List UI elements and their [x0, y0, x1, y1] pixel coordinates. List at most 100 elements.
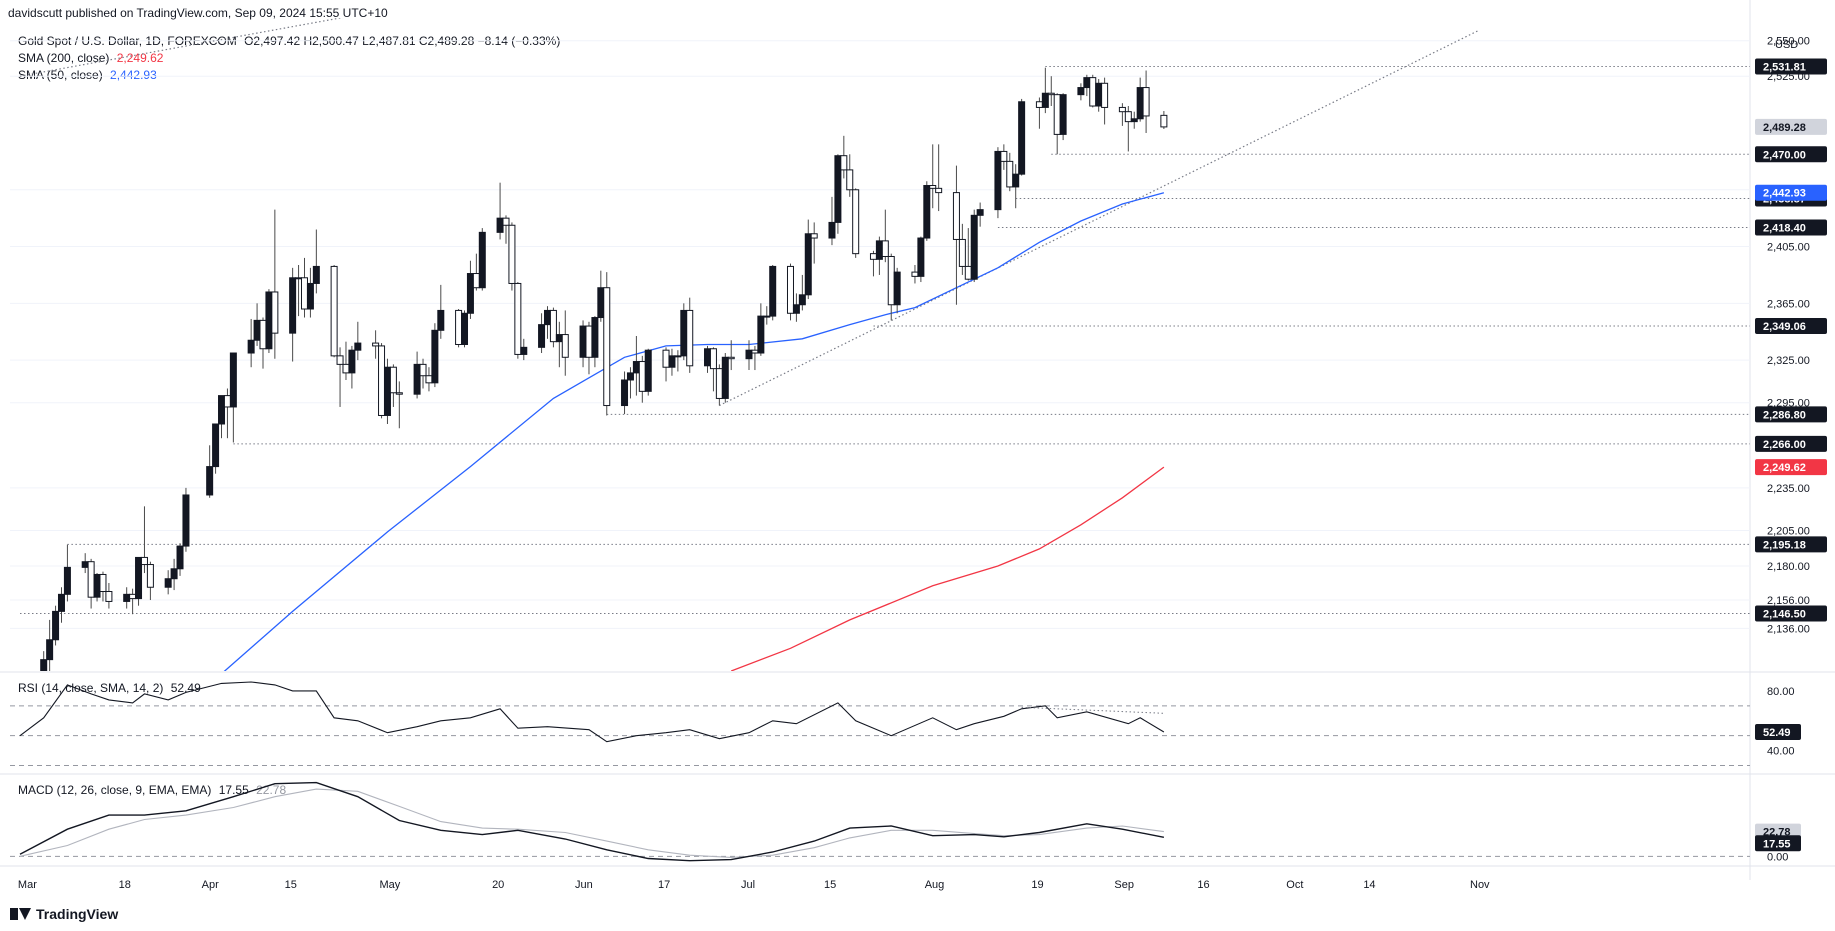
candle-body — [389, 366, 397, 394]
candle — [348, 345, 356, 389]
candle — [881, 209, 889, 263]
candle — [247, 318, 255, 368]
rsi-axis-label-bg — [1755, 723, 1801, 740]
candle-body — [555, 334, 563, 343]
candle-body — [206, 466, 214, 496]
candle-body — [1035, 101, 1043, 108]
candle-body — [757, 315, 765, 354]
price-axis-label-bg — [1755, 317, 1827, 334]
candle-body — [265, 291, 273, 350]
candle-body — [923, 185, 931, 239]
candle — [680, 303, 688, 361]
candle — [455, 309, 463, 348]
candle-body — [709, 348, 717, 370]
candle-body — [306, 282, 314, 310]
candle — [170, 558, 178, 591]
brand-label: TradingView — [36, 906, 119, 922]
candle-body — [229, 352, 237, 408]
candle-body — [520, 346, 528, 355]
candle — [668, 348, 676, 376]
candle — [638, 355, 646, 403]
rsi-line — [19, 681, 1165, 743]
candle-body — [383, 366, 391, 416]
candle-body — [1124, 111, 1132, 123]
candle — [603, 272, 611, 416]
candle — [958, 223, 966, 275]
macd-value: 17.55 — [218, 783, 249, 797]
candle-body — [259, 319, 267, 350]
candle-body — [164, 578, 172, 588]
candle-body — [478, 231, 486, 289]
candle-body — [751, 349, 759, 354]
candle — [757, 303, 765, 356]
candle — [792, 293, 800, 322]
candle — [164, 570, 172, 595]
candle-body — [917, 237, 925, 277]
candle — [798, 274, 806, 311]
candle-body — [472, 273, 480, 289]
candle-body — [81, 561, 89, 568]
candle — [715, 364, 723, 406]
candle-body — [312, 265, 320, 284]
candle — [543, 306, 551, 339]
candle — [52, 605, 60, 646]
candle-body — [1012, 173, 1020, 188]
candle — [1118, 103, 1126, 126]
candle-body — [425, 375, 433, 384]
candle — [514, 282, 522, 359]
candle-body — [419, 363, 427, 377]
price-tick-label: 2,405.00 — [1767, 242, 1810, 254]
price-axis-label-bg — [1755, 605, 1827, 622]
time-axis-label: Jul — [741, 879, 755, 891]
trendline — [719, 30, 1479, 407]
candle-body — [638, 361, 646, 392]
candle — [57, 587, 65, 623]
candle — [123, 587, 131, 609]
candle-body — [893, 271, 901, 306]
price-axis-label: 2,531.81 — [1763, 62, 1806, 74]
candle-body — [502, 217, 510, 226]
rsi-axis-label: 52.49 — [1763, 727, 1791, 739]
candle-body — [140, 556, 148, 566]
candle-body — [437, 309, 445, 331]
candle — [223, 388, 231, 439]
candle-body — [1095, 82, 1103, 107]
candle-body — [952, 192, 960, 240]
candle-body — [804, 233, 812, 296]
time-axis-label: 14 — [1363, 879, 1375, 891]
time-axis-label: 20 — [492, 879, 504, 891]
candle-body — [964, 265, 972, 280]
sma50-label: SMA (50, close) — [18, 68, 103, 82]
candle-body — [466, 273, 474, 314]
candle — [336, 347, 344, 407]
candle — [834, 154, 842, 234]
candle-body — [875, 240, 883, 260]
candle-body — [342, 363, 350, 374]
candle — [295, 265, 303, 317]
candle — [1053, 93, 1061, 155]
macd-tick-label: 0.00 — [1767, 851, 1788, 863]
candle-body — [976, 209, 984, 216]
candle — [561, 310, 569, 376]
candle — [727, 340, 735, 371]
candle — [265, 289, 273, 354]
candle-body — [935, 187, 943, 194]
candle — [413, 351, 421, 399]
candle-body — [253, 319, 261, 341]
candle — [952, 165, 960, 305]
candle — [869, 250, 877, 277]
candle-body — [970, 214, 978, 280]
macd-label: MACD (12, 26, close, 9, EMA, EMA) — [18, 783, 212, 797]
macd-legend: MACD (12, 26, close, 9, EMA, EMA) 17.55 … — [18, 783, 286, 797]
price-axis-label-bg — [1755, 459, 1827, 476]
price-tick-label: 2,325.00 — [1767, 355, 1810, 367]
candle-body — [644, 349, 652, 392]
rsi-trendline — [1021, 706, 1164, 714]
signal-value: 22.78 — [256, 783, 287, 797]
price-axis-label-bg — [1755, 435, 1827, 452]
candle — [93, 573, 101, 602]
candle — [852, 188, 860, 258]
candle — [330, 265, 338, 358]
candle — [1160, 111, 1168, 129]
